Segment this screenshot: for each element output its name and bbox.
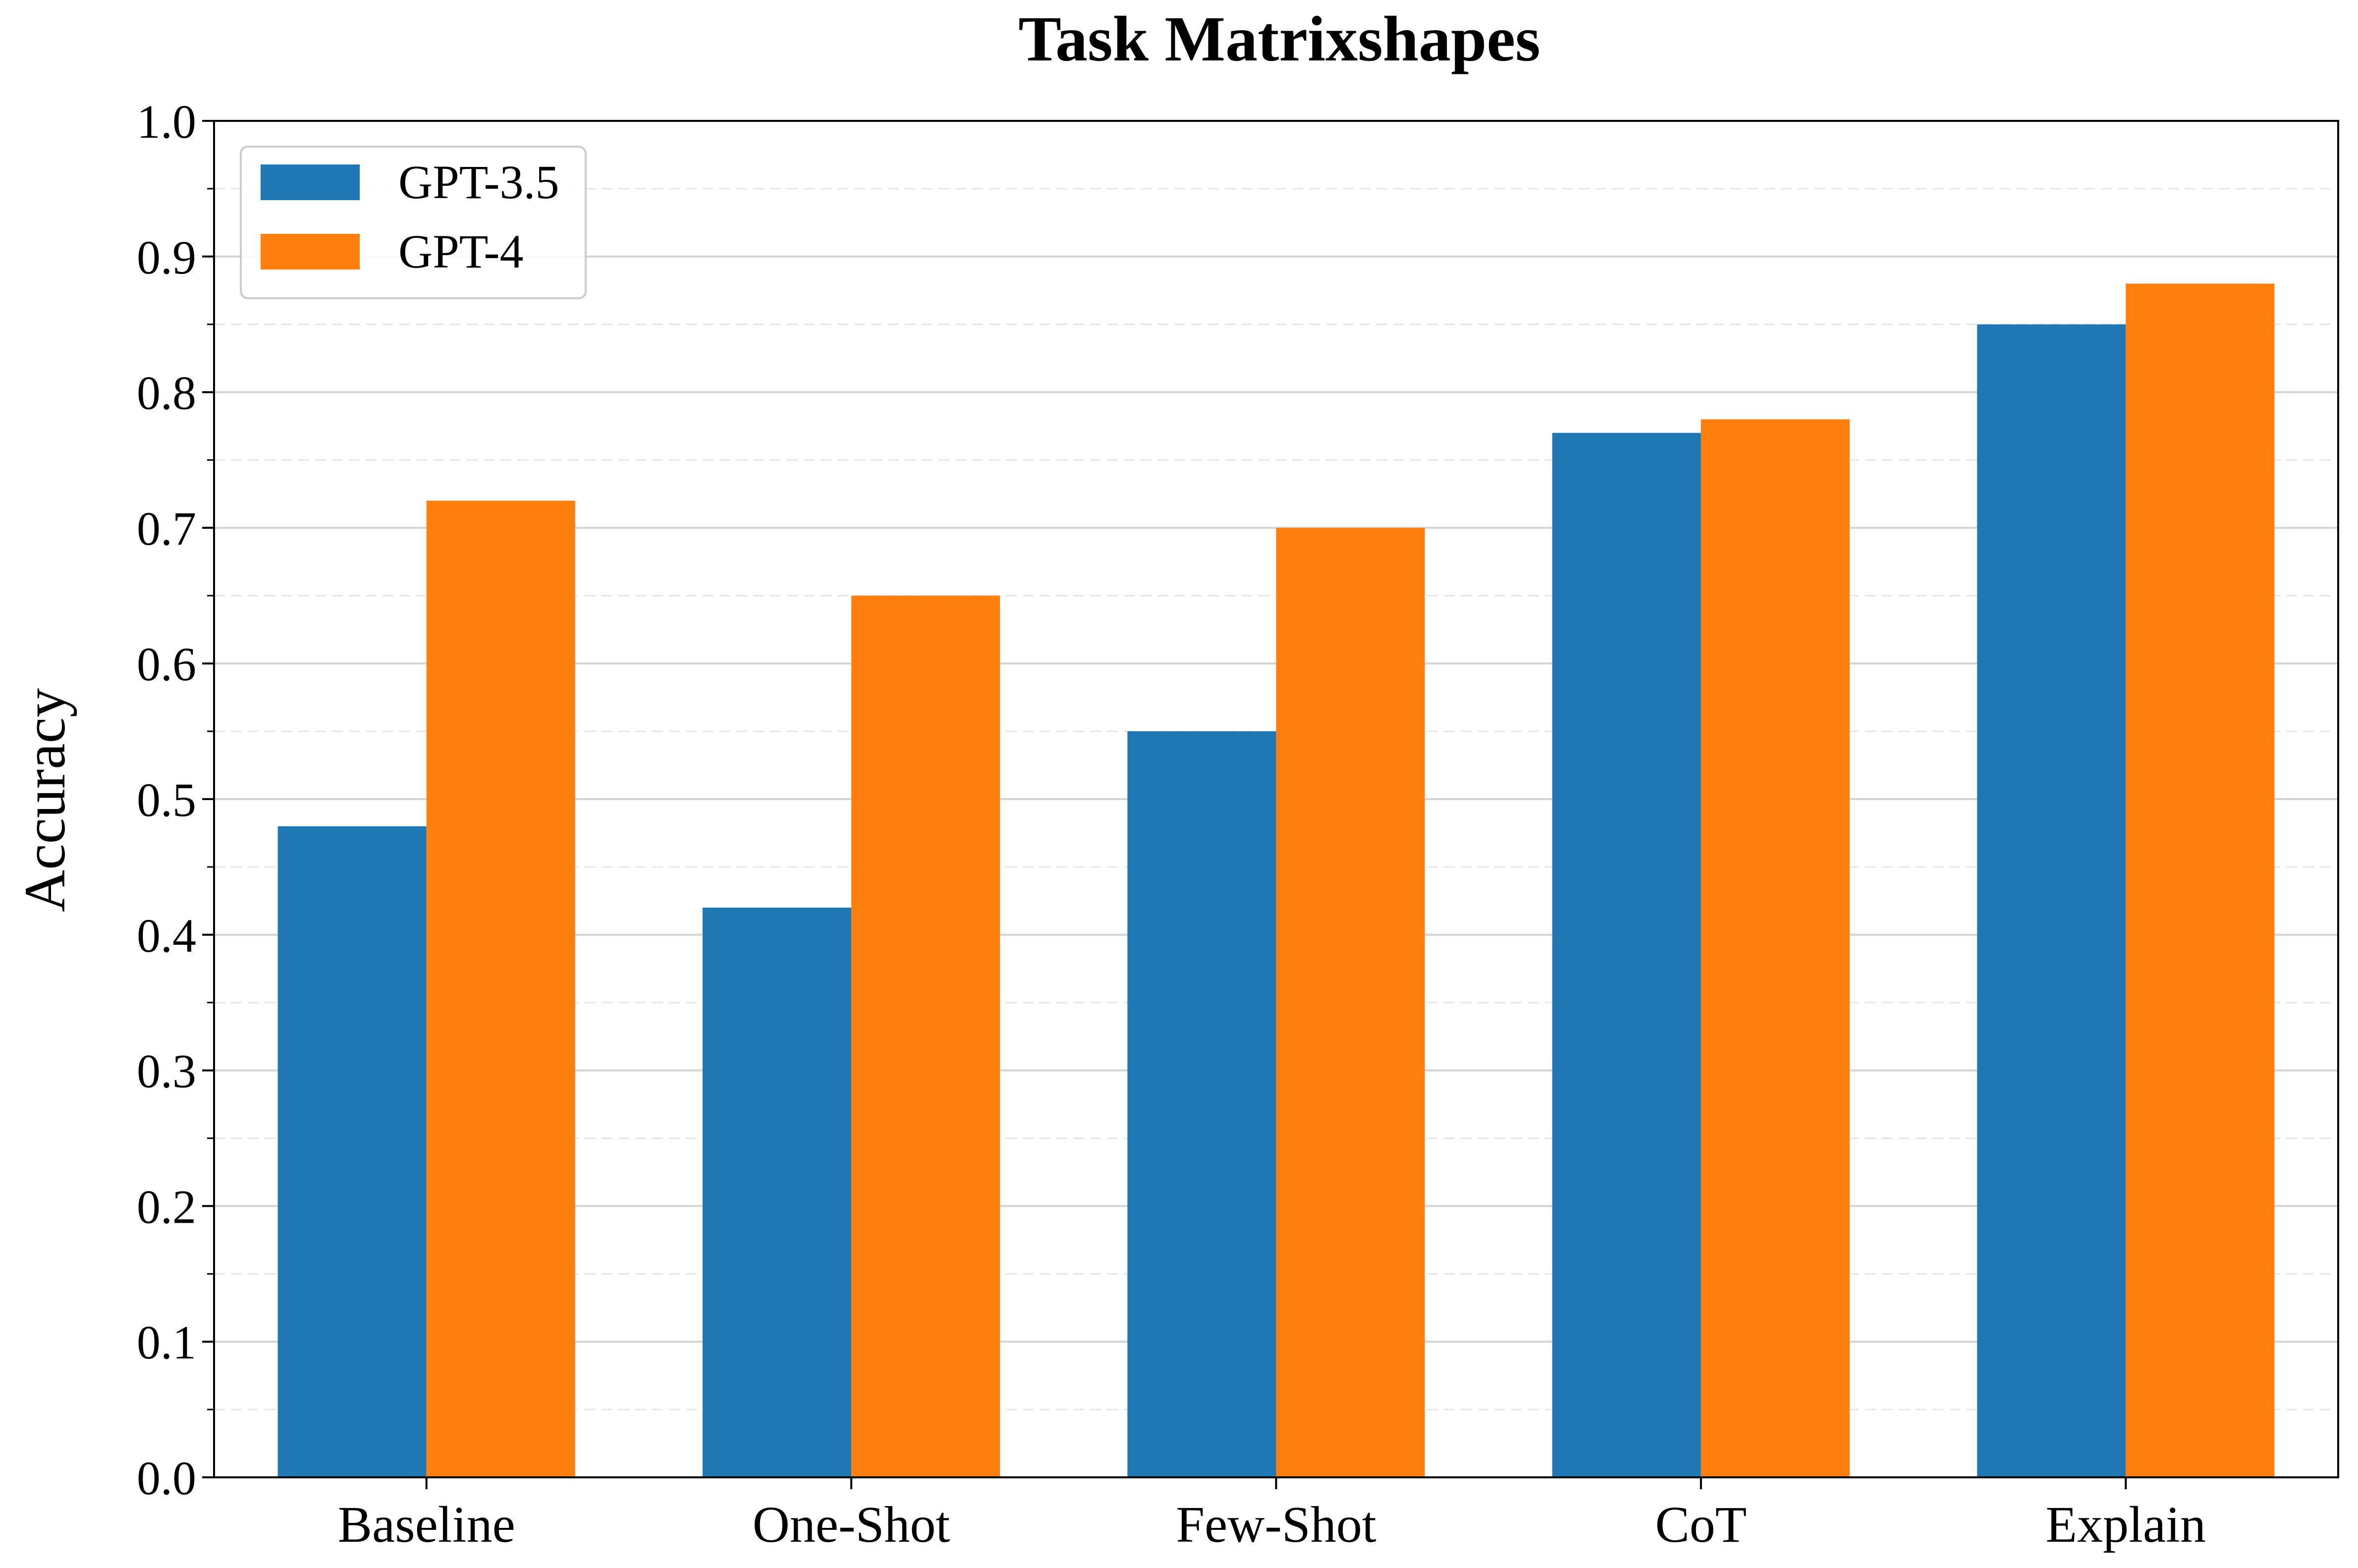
bars bbox=[277, 283, 2275, 1478]
y-tick-label: 0.8 bbox=[137, 367, 196, 420]
y-tick-label: 1.0 bbox=[137, 95, 196, 148]
y-tick-label: 0.4 bbox=[137, 909, 196, 962]
y-tick-label: 0.5 bbox=[137, 773, 196, 826]
bar-gpt35-one-shot bbox=[703, 908, 852, 1477]
legend: GPT-3.5 GPT-4 bbox=[240, 146, 587, 299]
axes: 0.0 0.1 0.2 0.3 0.4 0.5 0.6 0.7 0.8 0.9 1.0 Baselin… bbox=[137, 95, 2339, 1553]
plot-frame bbox=[213, 120, 2339, 1478]
bar-gpt35-few-shot bbox=[1127, 731, 1276, 1477]
legend-label: GPT-4 bbox=[398, 225, 524, 278]
bar-gpt4-few-shot bbox=[1276, 528, 1425, 1477]
legend-swatch bbox=[261, 164, 360, 200]
y-axis-label: Accuracy bbox=[12, 688, 77, 912]
bar-gpt35-cot bbox=[1552, 433, 1701, 1477]
x-tick-label: Few-Shot bbox=[1176, 1496, 1376, 1553]
x-tick-label: Explain bbox=[2046, 1496, 2206, 1553]
y-tick-label: 0.2 bbox=[137, 1180, 196, 1233]
legend-swatch bbox=[261, 234, 360, 270]
y-tick-label: 0.9 bbox=[137, 231, 196, 284]
y-tick-label: 0.0 bbox=[137, 1452, 196, 1505]
bar-gpt35-explain bbox=[1977, 324, 2126, 1478]
bar-gpt4-cot bbox=[1700, 419, 1850, 1478]
y-tick-label: 0.1 bbox=[137, 1316, 196, 1369]
x-tick-label: Baseline bbox=[338, 1496, 515, 1553]
chart-title: Task Matrixshapes bbox=[1018, 3, 1540, 75]
x-tick-label: One-Shot bbox=[753, 1496, 950, 1553]
bar-gpt4-explain bbox=[2126, 283, 2275, 1477]
bar-gpt4-one-shot bbox=[851, 595, 1000, 1477]
y-tick-label: 0.3 bbox=[137, 1045, 196, 1098]
bar-gpt4-baseline bbox=[426, 500, 575, 1477]
legend-label: GPT-3.5 bbox=[398, 156, 559, 209]
y-tick-label: 0.7 bbox=[137, 502, 196, 555]
y-tick-label: 0.6 bbox=[137, 638, 196, 691]
x-tick-label: CoT bbox=[1655, 1496, 1747, 1553]
bar-gpt35-baseline bbox=[277, 826, 427, 1477]
